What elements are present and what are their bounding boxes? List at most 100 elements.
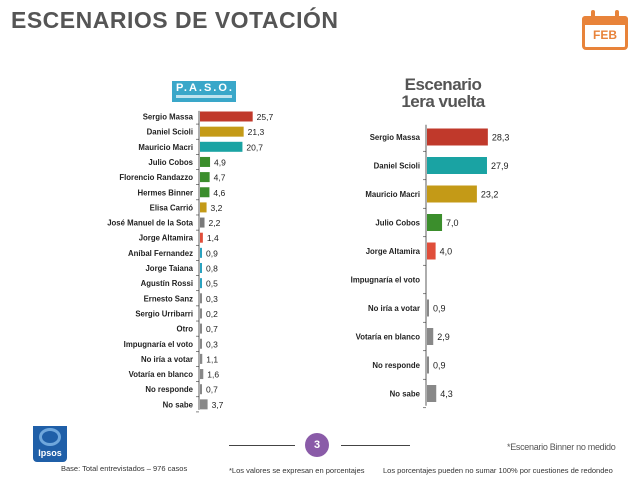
chart-0-bar — [200, 111, 253, 122]
chart-1-bar — [427, 214, 443, 231]
rounding-note: Los porcentajes pueden no sumar 100% por… — [383, 466, 613, 475]
chart-1-bar — [427, 185, 477, 203]
chart-0-value-label: 21,3 — [248, 127, 265, 137]
chart-0-bar — [200, 399, 208, 410]
chart-1-bar — [427, 385, 437, 402]
chart-1-value-label: 0,9 — [433, 361, 446, 371]
chart-1-category-label: Impugnaría el voto — [351, 276, 421, 285]
chart-0-bar — [200, 172, 210, 183]
chart-0-category-label: Elisa Carrió — [150, 203, 194, 212]
chart-0-bar — [200, 323, 202, 334]
chart-1-bar — [427, 157, 487, 174]
chart-0-bar — [200, 126, 244, 137]
chart-1-value-label: 0,9 — [433, 304, 446, 314]
chart-0-value-label: 2,2 — [209, 218, 221, 228]
chart-0-category-label: Impugnaría el voto — [124, 340, 194, 349]
escenario-title-line2: 1era vuelta — [401, 92, 485, 111]
chart-0-value-label: 3,7 — [212, 400, 224, 410]
footer-divider-left — [229, 445, 295, 446]
chart-1-category-label: Daniel Scioli — [374, 162, 420, 171]
chart-0-category-label: No iría a votar — [141, 355, 193, 364]
chart-0-bar — [200, 202, 207, 213]
chart-0-bar — [200, 369, 204, 380]
chart-0-value-label: 4,6 — [213, 188, 225, 198]
chart-0-category-label: Aníbal Fernandez — [128, 249, 193, 258]
chart-0-category-label: Jorge Altamira — [139, 234, 194, 243]
paso-logo: P.A.S.O. — [172, 81, 236, 102]
chart-0-value-label: 0,9 — [206, 248, 218, 258]
chart-0-category-label: José Manuel de la Sota — [107, 219, 193, 228]
chart-0-value-label: 25,7 — [257, 112, 274, 122]
escenario-title: Escenario 1era vuelta — [393, 76, 493, 110]
escenario-title-line1: Escenario — [404, 75, 482, 94]
chart-0-bar — [200, 232, 203, 243]
chart-0-bar — [200, 217, 205, 228]
base-note: Base: Total entrevistados – 976 casos — [61, 464, 188, 473]
chart-0-bar — [200, 338, 202, 349]
chart-0-value-label: 0,5 — [206, 279, 218, 289]
chart-0-bar — [200, 278, 202, 289]
chart-0-category-label: Sergio Massa — [143, 113, 194, 122]
chart-0-bar — [200, 263, 202, 273]
chart-1-category-label: Mauricio Macri — [365, 190, 420, 199]
chart-0-bar — [200, 187, 210, 198]
chart-0-bar — [200, 141, 243, 152]
chart-1-bar — [427, 242, 436, 260]
chart-0-category-label: Florencio Randazzo — [119, 173, 193, 182]
chart-0-value-label: 4,9 — [214, 157, 226, 167]
chart-1-category-label: Sergio Massa — [370, 133, 421, 142]
chart-0-value-label: 0,3 — [206, 339, 218, 349]
chart-0-category-label: Julio Cobos — [148, 158, 193, 167]
chart-0-category-label: Hermes Binner — [138, 188, 193, 197]
chart-1-value-label: 23,2 — [481, 190, 499, 200]
chart-1-bar — [427, 299, 429, 317]
ipsos-logo-text: Ipsos — [38, 448, 62, 458]
chart-0-category-label: Daniel Scioli — [147, 128, 193, 137]
chart-1-category-label: Jorge Altamira — [366, 247, 421, 256]
paso-logo-label: P.A.S.O. — [176, 82, 234, 94]
month-badge: FEB — [593, 28, 617, 42]
chart-0-category-label: Sergio Urribarri — [135, 309, 193, 318]
chart-0-value-label: 0,3 — [206, 294, 218, 304]
chart-0-value-label: 3,2 — [211, 203, 223, 213]
chart-0-category-label: Mauricio Macri — [138, 143, 193, 152]
page-number: 3 — [305, 433, 329, 457]
chart-0-bar — [200, 384, 202, 395]
chart-0-category-label: Jorge Taiana — [145, 264, 193, 273]
chart-0-value-label: 0,2 — [206, 309, 218, 319]
values-note: *Los valores se expresan en porcentajes — [229, 466, 365, 475]
chart-1-category-label: No sabe — [390, 390, 421, 399]
ipsos-logo: Ipsos — [33, 426, 67, 462]
chart-1-value-label: 27,9 — [491, 161, 509, 171]
chart-0-value-label: 1,1 — [206, 354, 218, 364]
chart-0-value-label: 1,4 — [207, 233, 219, 243]
chart-0-category-label: Otro — [177, 325, 194, 334]
footer-divider-right — [341, 445, 410, 446]
chart-0-bar — [200, 353, 203, 364]
chart-0-value-label: 1,6 — [207, 370, 219, 380]
chart-0-value-label: 0,7 — [206, 324, 218, 334]
chart-0-category-label: No responde — [145, 385, 193, 394]
chart-1-value-label: 2,9 — [437, 332, 450, 342]
binner-note: *Escenario Binner no medido — [507, 442, 616, 452]
chart-0-category-label: Ernesto Sanz — [144, 294, 193, 303]
chart-0-value-label: 20,7 — [246, 142, 263, 152]
chart-0-category-label: Agustín Rossi — [141, 279, 193, 288]
page-title: ESCENARIOS DE VOTACIÓN — [11, 7, 339, 33]
chart-0-value-label: 4,7 — [214, 173, 226, 183]
chart-0-bar — [200, 293, 202, 304]
chart-0-value-label: 0,8 — [206, 264, 218, 274]
chart-1-bar — [427, 128, 488, 146]
chart-1-bar — [427, 328, 434, 345]
chart-1-value-label: 4,0 — [440, 247, 453, 257]
chart-0-bar — [200, 308, 202, 319]
chart-0-bar — [200, 247, 202, 258]
chart-0-bar — [200, 156, 211, 167]
chart-0-category-label: Votaría en blanco — [129, 370, 194, 379]
chart-1-bar — [427, 356, 429, 374]
chart-1-value-label: 7,0 — [446, 218, 459, 228]
chart-0-category-label: No sabe — [163, 400, 194, 409]
chart-1-value-label: 28,3 — [492, 133, 510, 143]
chart-1-category-label: No iría a votar — [368, 304, 420, 313]
chart-1-value-label: 4,3 — [440, 389, 453, 399]
